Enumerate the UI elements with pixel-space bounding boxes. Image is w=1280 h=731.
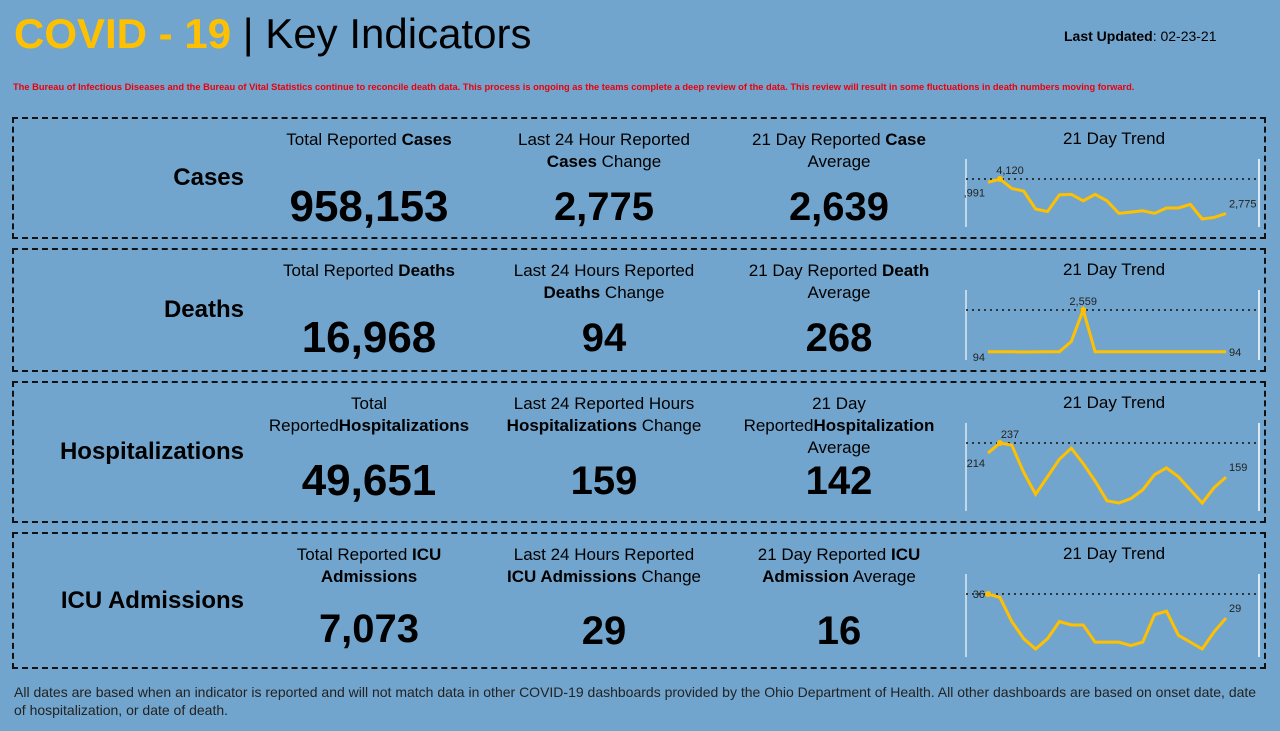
panel-deaths: Deaths Total Reported Deaths Last 24 Hou… bbox=[12, 248, 1266, 372]
last-24h-label: Last 24 Reported Hours Hospitalizations C… bbox=[506, 394, 702, 435]
trend-sparkline: 3,991 4,120 2,775 bbox=[964, 159, 1260, 227]
total-value: 49,651 bbox=[301, 456, 437, 505]
max-value-label: 237 bbox=[1001, 429, 1019, 441]
last-24h-value: 94 bbox=[581, 316, 627, 360]
last-24h-label: Last 24 Hour Reported Cases Change bbox=[518, 130, 690, 171]
trend-sparkline: 36 29 bbox=[965, 574, 1260, 657]
max-value-label: 4,120 bbox=[996, 165, 1024, 177]
row-label: ICU Admissions bbox=[60, 586, 244, 614]
max-point bbox=[1080, 307, 1087, 313]
panel-icu-admissions: ICU Admissions Total Reported ICU Admissi… bbox=[12, 532, 1266, 669]
trend-sparkline: 214 237 159 bbox=[965, 423, 1260, 511]
last-24h-value: 2,775 bbox=[553, 185, 655, 229]
trend-line bbox=[987, 441, 1227, 506]
total-label: Total Reported Cases bbox=[286, 130, 452, 149]
last-value-label: 2,775 bbox=[1229, 198, 1257, 210]
trend-line bbox=[988, 305, 1226, 354]
row-label: Deaths bbox=[163, 296, 244, 323]
total-value: 958,153 bbox=[289, 182, 449, 231]
last-24h-label: Last 24 Hours Reported ICU Admissions Cha… bbox=[506, 545, 701, 586]
total-value: 7,073 bbox=[318, 607, 420, 651]
last-24h-value: 29 bbox=[581, 609, 627, 653]
average-value: 2,639 bbox=[788, 185, 890, 229]
average-label: 21 Day ReportedHospitalization Average bbox=[743, 394, 935, 457]
last-24h-value: 159 bbox=[570, 459, 638, 503]
death-data-notice: The Bureau of Infectious Diseases and th… bbox=[13, 82, 1135, 92]
trend-line bbox=[987, 592, 1228, 651]
panel-cases: Cases Total Reported Cases Last 24 Hour … bbox=[12, 117, 1266, 239]
trend-title: 21 Day Trend bbox=[1062, 393, 1166, 412]
max-point bbox=[996, 176, 1003, 182]
average-value: 16 bbox=[816, 609, 862, 653]
footer-note: All dates are based when an indicator is… bbox=[14, 684, 1257, 718]
first-value-label: 94 bbox=[973, 352, 985, 364]
max-point bbox=[985, 591, 991, 597]
first-value-label: 214 bbox=[967, 458, 985, 470]
last-value-label: 94 bbox=[1229, 347, 1241, 359]
row-label: Hospitalizations bbox=[59, 438, 244, 465]
total-label: Total ReportedHospitalizations bbox=[268, 394, 470, 435]
max-value-label: 2,559 bbox=[1069, 296, 1097, 308]
trend-title: 21 Day Trend bbox=[1062, 260, 1166, 279]
last-value-label: 159 bbox=[1229, 462, 1247, 474]
last-24h-label: Last 24 Hours Reported Deaths Change bbox=[513, 261, 695, 302]
last-value-label: 29 bbox=[1229, 603, 1241, 615]
first-value-label: 3,991 bbox=[964, 187, 985, 199]
last-updated: Last Updated: 02-23-21 bbox=[1064, 28, 1217, 44]
total-value: 16,968 bbox=[301, 313, 437, 362]
trend-sparkline: 94 2,559 94 bbox=[965, 290, 1260, 364]
trend-title: 21 Day Trend bbox=[1062, 544, 1166, 563]
max-point bbox=[996, 440, 1003, 446]
row-label: Cases bbox=[173, 164, 244, 191]
total-label: Total Reported Deaths bbox=[283, 261, 455, 280]
trend-line bbox=[987, 177, 1227, 221]
first-value-label: 36 bbox=[973, 589, 985, 601]
average-label: 21 Day Reported Case Average bbox=[752, 130, 926, 171]
average-label: 21 Day Reported Death Average bbox=[748, 261, 930, 302]
trend-title: 21 Day Trend bbox=[1062, 129, 1166, 148]
average-value: 268 bbox=[805, 316, 873, 360]
average-label: 21 Day Reported ICU Admission Average bbox=[757, 545, 921, 586]
page-title: COVID - 19 | Key Indicators bbox=[14, 10, 532, 57]
average-value: 142 bbox=[805, 459, 873, 503]
total-label: Total Reported ICU Admissions bbox=[296, 545, 442, 586]
panel-hospitalizations: Hospitalizations Total ReportedHospitali… bbox=[12, 381, 1266, 523]
